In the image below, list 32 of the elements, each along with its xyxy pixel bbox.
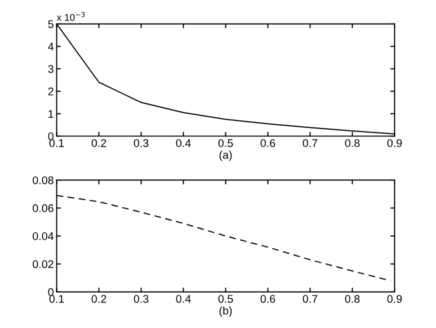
y-tick-label: 5 (48, 20, 54, 28)
x-tick-label: 0.7 (302, 139, 318, 148)
y-tick-label: 1 (48, 110, 54, 118)
y-tick-label: 2 (48, 88, 54, 96)
x-tick-label: 0.9 (387, 294, 402, 303)
x-tick-label: 0.4 (176, 294, 191, 303)
y-tick-label: 4 (48, 42, 54, 50)
y-tick-label: 0.06 (32, 204, 54, 212)
y-tick-label: 0 (48, 288, 54, 296)
x-tick-label: 0.6 (260, 139, 276, 148)
y-tick-label: 0.04 (32, 232, 54, 240)
x-tick-label: 0.7 (302, 294, 318, 303)
x-tick-label: 0.9 (387, 139, 402, 148)
x-tick-label: 0.5 (218, 139, 233, 148)
y-tick-label: 0 (48, 132, 54, 140)
x-tick-label: 0.4 (176, 139, 191, 148)
x-tick-label: 0.2 (92, 294, 106, 303)
x-axis-title: (b) (220, 306, 232, 317)
x-tick-label: 0.8 (345, 294, 360, 303)
x-tick-label: 0.8 (345, 139, 360, 148)
y-tick-label: 3 (48, 65, 54, 73)
x-axis-title: (a) (220, 150, 232, 161)
y-tick-label: 0.08 (32, 176, 54, 184)
text: x 10$^{−3}$ (56, 12, 85, 21)
x-tick-label: 0.6 (260, 294, 276, 303)
x-tick-label: 0.1 (49, 139, 64, 148)
x-tick-label: 0.3 (134, 294, 148, 303)
x-tick-label: 0.1 (49, 294, 64, 303)
x-tick-label: 0.2 (92, 139, 106, 148)
y-tick-label: 0.02 (32, 260, 54, 268)
x-tick-label: 0.5 (218, 294, 233, 303)
x-tick-label: 0.3 (134, 139, 148, 148)
